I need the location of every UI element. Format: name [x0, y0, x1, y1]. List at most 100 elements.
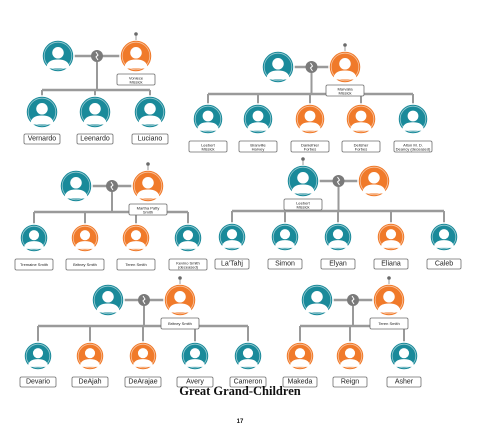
male-avatar-icon: [323, 222, 353, 252]
parent-name-label: Voniece Missick: [129, 75, 144, 84]
pin-icon: [178, 276, 182, 280]
child-name-label-box: [393, 140, 433, 153]
female-avatar-icon: [372, 283, 406, 317]
male-avatar-icon: [242, 103, 274, 135]
child-name-label-box: [373, 258, 409, 270]
child-name-label-box: [332, 376, 368, 388]
male-avatar-icon: [429, 222, 459, 252]
marriage-icon: [138, 294, 150, 306]
child-name-label: Tremaine Smith: [20, 262, 48, 267]
male-avatar-icon: [78, 95, 112, 129]
child-name-label-box: [320, 258, 356, 270]
child-name-label: Luciano: [138, 136, 163, 143]
male-avatar-icon: [389, 341, 419, 371]
pin-icon: [387, 276, 391, 280]
child-name-label-box: [124, 376, 162, 388]
marriage-icon: [91, 50, 103, 62]
family-group: Voniece Missick Vernardo Leenardo Luciano: [23, 32, 169, 145]
male-avatar-icon: [23, 341, 53, 371]
parent-name-label: Marvalia Missick: [337, 86, 353, 95]
child-name-label: Asher: [395, 379, 414, 386]
male-avatar-icon: [19, 223, 49, 253]
child-name-label: Delisher Forbes: [354, 142, 369, 151]
male-avatar-icon: [300, 283, 334, 317]
marriage-icon: [347, 294, 359, 306]
child-name-label: Leenardo: [80, 136, 110, 143]
male-avatar-icon: [173, 223, 203, 253]
child-name-label-box: [168, 258, 208, 271]
page-caption: Great Grand-Children: [179, 384, 301, 398]
parent-name-label-box: [128, 203, 168, 216]
child-name-label: Kevino Smith (deceased): [176, 260, 200, 269]
child-name-label: Branville Harvey: [250, 142, 266, 151]
parent-name-label-box: [369, 317, 409, 330]
marriage-icon: [332, 175, 345, 187]
child-name-label: Reign: [341, 379, 359, 386]
family-group: Britney Smith Devario DeAjah DeArajae Avery C…: [19, 276, 267, 388]
family-group: Martha Patty Smith Tremaine Smith Britney S…: [14, 162, 208, 271]
parent-name-label-box: [325, 84, 365, 97]
female-avatar-icon: [119, 39, 153, 73]
male-avatar-icon: [261, 50, 295, 84]
child-name-label-box: [188, 140, 228, 153]
female-avatar-icon: [163, 283, 197, 317]
parent-name-label-box: [116, 73, 156, 86]
pin-icon: [343, 43, 347, 47]
male-avatar-icon: [397, 103, 429, 135]
pin-icon: [146, 162, 150, 166]
child-name-label-box: [214, 258, 250, 270]
child-name-label: Caleb: [435, 261, 453, 268]
child-name-label: La'Tahj: [221, 261, 243, 268]
female-avatar-icon: [345, 103, 377, 135]
parent-name-label: Britney Smith: [168, 321, 192, 326]
male-avatar-icon: [270, 222, 300, 252]
male-avatar-icon: [91, 283, 125, 317]
marriage-icon: [305, 61, 318, 73]
family-group: Teren Smith Makeda Reign Asher: [282, 276, 422, 388]
child-name-label-box: [238, 140, 278, 153]
family-group: Leebert Missick La'Tahj Simon Elyan Eliana Cal…: [214, 157, 462, 270]
child-name-label: Leebert Missick: [201, 142, 215, 151]
female-avatar-icon: [75, 341, 105, 371]
child-name-label-box: [76, 133, 114, 145]
family-group: Marvalia Missick Leebert Missick Branville Ha…: [188, 43, 433, 153]
child-name-label: Simon: [275, 261, 295, 268]
child-name-label: Makeda: [288, 379, 313, 386]
child-name-label-box: [19, 376, 57, 388]
child-name-label: Eliana: [381, 261, 401, 268]
child-name-label-box: [14, 258, 54, 271]
female-avatar-icon: [285, 341, 315, 371]
female-avatar-icon: [294, 103, 326, 135]
child-name-label-box: [176, 376, 214, 388]
male-avatar-icon: [217, 222, 247, 252]
pin-icon: [134, 32, 138, 36]
male-avatar-icon: [233, 341, 263, 371]
child-name-label-box: [386, 376, 422, 388]
child-name-label: Britney Smith: [73, 262, 97, 267]
child-name-label-box: [267, 258, 303, 270]
child-name-label-box: [341, 140, 381, 153]
parent-name-label-box: [160, 317, 200, 330]
marriage-icon: [106, 180, 118, 192]
female-avatar-icon: [128, 341, 158, 371]
page-number: 17: [236, 419, 244, 425]
child-name-label-box: [282, 376, 318, 388]
male-avatar-icon: [192, 103, 224, 135]
child-name-label: Vernardo: [28, 136, 57, 143]
child-name-label-box: [229, 376, 267, 388]
parent-name-label: Martha Patty Smith: [137, 205, 160, 214]
male-avatar-icon: [25, 95, 59, 129]
child-name-label: Elyan: [329, 261, 347, 268]
female-avatar-icon: [376, 222, 406, 252]
pin-icon: [301, 157, 305, 161]
male-avatar-icon: [133, 95, 167, 129]
parent-name-label: Teren Smith: [378, 321, 399, 326]
child-name-label: Danielhier Forbes: [301, 142, 320, 151]
male-avatar-icon: [41, 39, 75, 73]
child-name-label: DeArajae: [128, 379, 157, 386]
child-name-label-box: [131, 133, 169, 145]
female-avatar-icon: [357, 164, 391, 198]
child-name-label-box: [65, 258, 105, 271]
male-avatar-icon: [59, 169, 93, 203]
